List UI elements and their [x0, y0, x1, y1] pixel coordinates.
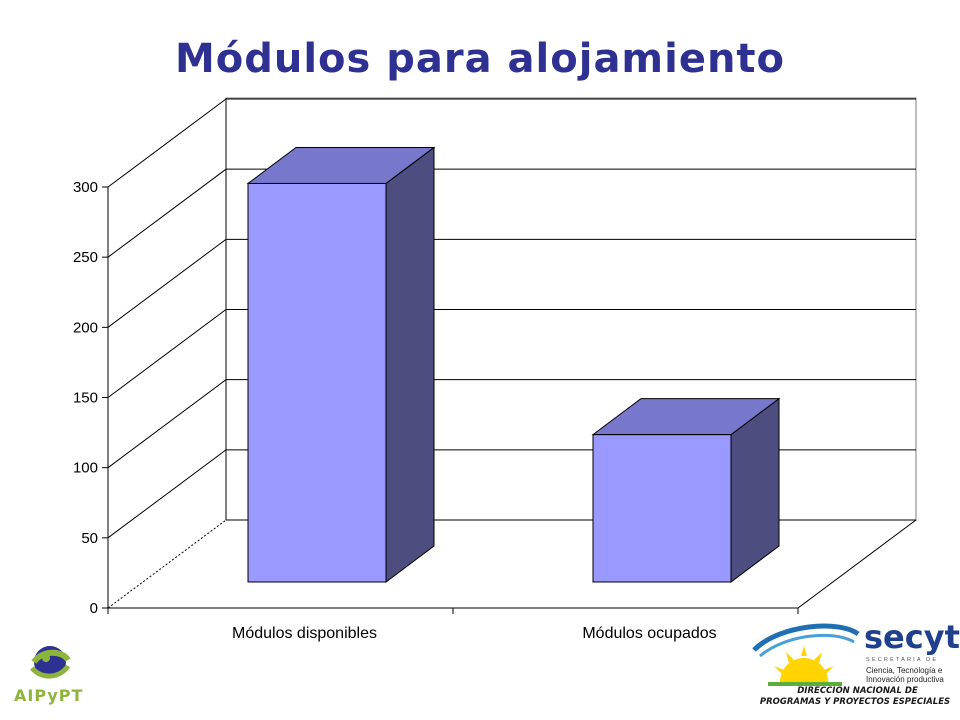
gridline-150	[107, 309, 916, 398]
bar-0-front	[247, 182, 387, 583]
aipypt-logo-text: AIPyPT	[14, 686, 84, 705]
gridline-100	[107, 379, 916, 469]
slide-title: Módulos para alojamiento	[174, 36, 786, 82]
bar-0-side	[385, 146, 435, 583]
floor-edges	[108, 519, 917, 609]
y-tick-label-300: 300	[73, 179, 98, 196]
chart-walls	[107, 97, 917, 609]
aipypt-globe-logo	[30, 646, 71, 679]
secyt-subtitle-lines: Ciencia, Tecnología e Innovación product…	[866, 666, 956, 684]
y-tick-label-0: 0	[90, 600, 98, 617]
bar-1-front	[592, 434, 732, 583]
y-tick-label-150: 150	[73, 390, 98, 407]
gridline-300	[107, 98, 916, 188]
gridline-200	[107, 238, 916, 328]
y-axis-ticks: 0 50 100 150 200 250 300	[73, 179, 108, 617]
gridline-250	[107, 168, 916, 258]
secyt-subtitle-line-2: Innovación productiva	[866, 675, 944, 684]
secyt-sun-logo	[752, 623, 860, 686]
side-wall-bottom-edge	[107, 519, 227, 609]
chart-gridlines	[107, 98, 916, 539]
x-axis-labels: Módulos disponibles Módulos ocupados	[232, 625, 717, 642]
y-tick-label-200: 200	[73, 319, 98, 336]
secyt-subtitle-small: SECRETARIA DE	[866, 657, 939, 663]
chart-bars	[246, 146, 781, 583]
bar-0	[246, 146, 436, 583]
secyt-footer-line-2: PROGRAMAS Y PROYECTOS ESPECIALES	[759, 697, 951, 707]
secyt-footer-line-1: DIRECCION NACIONAL DE	[797, 686, 918, 696]
secyt-subtitle-line-1: Ciencia, Tecnología e	[866, 666, 943, 675]
bar-1	[591, 397, 781, 583]
y-tick-label-250: 250	[73, 249, 98, 266]
x-tick-label-0: Módulos disponibles	[232, 625, 377, 642]
x-tick-label-1: Módulos ocupados	[582, 625, 716, 642]
y-tick-label-50: 50	[81, 530, 98, 547]
y-tick-label-100: 100	[73, 460, 98, 477]
secyt-logo-text: secyt	[864, 618, 960, 656]
